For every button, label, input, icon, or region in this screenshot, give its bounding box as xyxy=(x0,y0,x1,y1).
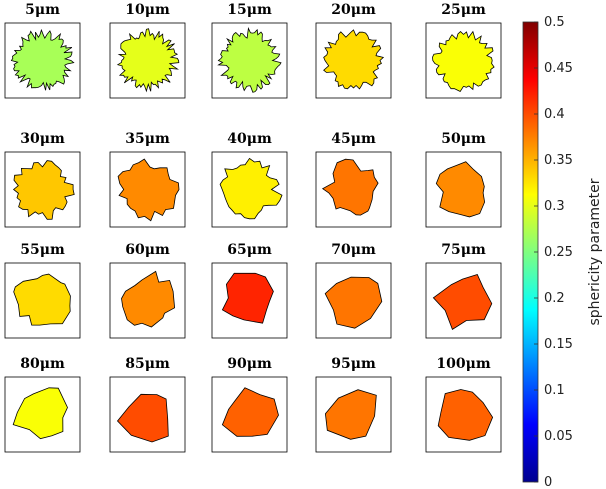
panel-6: 30μm xyxy=(4,131,81,228)
panel-3: 15μm xyxy=(211,2,288,99)
panel-11: 55μm xyxy=(4,242,81,339)
particle-shape xyxy=(12,160,75,220)
particle-shape xyxy=(217,27,282,93)
panel-7: 35μm xyxy=(109,131,186,228)
panel-10: 50μm xyxy=(425,131,502,228)
particle-shape xyxy=(324,389,377,440)
panel-1: 5μm xyxy=(4,2,81,99)
particle-shape xyxy=(116,393,169,443)
colorbar-tick-label: 0.5 xyxy=(544,15,565,30)
colorbar-tick-label: 0.3 xyxy=(544,199,565,214)
panel-20: 100μm xyxy=(425,356,502,453)
particle-shape xyxy=(323,29,385,90)
panel-5: 25μm xyxy=(425,2,502,99)
panel-title: 40μm xyxy=(227,131,272,147)
panel-12: 60μm xyxy=(109,242,186,339)
panel-title: 15μm xyxy=(227,2,272,18)
panel-title: 80μm xyxy=(20,356,65,372)
panel-4: 20μm xyxy=(315,2,392,99)
particle-shape xyxy=(432,30,495,93)
particle-shape xyxy=(121,270,176,328)
panel-title: 70μm xyxy=(331,242,376,258)
panel-2: 10μm xyxy=(109,2,186,99)
particle-shape xyxy=(221,387,279,437)
particle-shape xyxy=(437,389,494,441)
panel-17: 85μm xyxy=(109,356,186,453)
panel-grid: 5μm 10μm 15μm 20μm 25μm 30μm 35μm 40μm 45μm 50μm 5… xyxy=(4,2,502,453)
panel-9: 45μm xyxy=(315,131,392,228)
panel-13: 65μm xyxy=(211,242,288,339)
panel-title: 75μm xyxy=(441,242,486,258)
panel-title: 95μm xyxy=(331,356,376,372)
colorbar-tick-label: 0.05 xyxy=(544,429,573,444)
colorbar-tick-label: 0.15 xyxy=(544,337,573,352)
panel-title: 90μm xyxy=(227,356,272,372)
particle-shape xyxy=(324,276,383,329)
panel-title: 65μm xyxy=(227,242,272,258)
panel-title: 85μm xyxy=(125,356,170,372)
panel-18: 90μm xyxy=(211,356,288,453)
panel-8: 40μm xyxy=(211,131,288,228)
particle-shape xyxy=(435,161,486,218)
panel-title: 100μm xyxy=(436,356,490,372)
particle-shape xyxy=(116,28,180,93)
colorbar-tick-label: 0.1 xyxy=(544,383,565,398)
particle-shape xyxy=(10,28,75,91)
colorbar-tick-label: 0.4 xyxy=(544,107,565,122)
colorbar-label: sphericity parameter xyxy=(587,178,603,325)
colorbar: 0 0.05 0.1 0.15 0.2 0.25 0.3 0.35 0.4 0.45 0.5 sph… xyxy=(522,15,603,489)
particle-shape xyxy=(12,387,68,440)
colorbar-tick-label: 0.45 xyxy=(544,61,573,76)
colorbar-tick-label: 0 xyxy=(544,475,552,489)
panel-title: 45μm xyxy=(331,131,376,147)
colorbar-ticks: 0 0.05 0.1 0.15 0.2 0.25 0.3 0.35 0.4 0.45 0.5 xyxy=(534,15,573,489)
colorbar-tick-label: 0.25 xyxy=(544,245,573,260)
particle-shape xyxy=(321,158,379,216)
panel-title: 20μm xyxy=(331,2,376,18)
panel-title: 10μm xyxy=(125,2,170,18)
panel-title: 30μm xyxy=(20,131,65,147)
panel-15: 75μm xyxy=(425,242,502,339)
panel-title: 5μm xyxy=(25,2,60,18)
colorbar-tick-label: 0.35 xyxy=(544,153,573,168)
particle-shape xyxy=(432,274,493,331)
panel-16: 80μm xyxy=(4,356,81,453)
panel-title: 55μm xyxy=(20,242,65,258)
panel-title: 60μm xyxy=(125,242,170,258)
particle-shape xyxy=(117,158,180,222)
particle-shape xyxy=(219,157,283,220)
panel-title: 50μm xyxy=(441,131,486,147)
panel-title: 35μm xyxy=(125,131,170,147)
particle-shape xyxy=(13,273,71,326)
colorbar-tick-label: 0.2 xyxy=(544,291,565,306)
particle-shape xyxy=(221,272,274,324)
panel-14: 70μm xyxy=(315,242,392,339)
panel-19: 95μm xyxy=(315,356,392,453)
panel-title: 25μm xyxy=(441,2,486,18)
